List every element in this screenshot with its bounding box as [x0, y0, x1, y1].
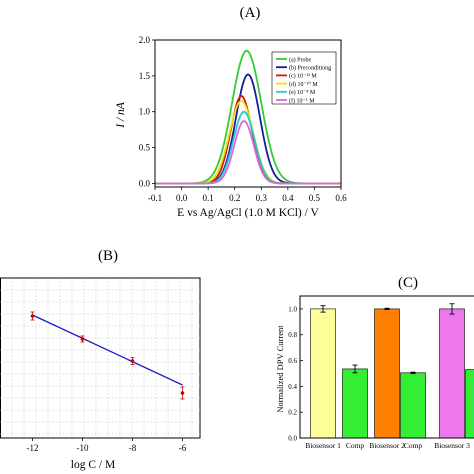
panel-c-y-axis-label: Normalized DPV Current: [275, 325, 285, 413]
panel-c-bar-4: [400, 372, 426, 439]
panel-a-legend-entry-a: (a) Probe: [289, 56, 311, 63]
panel-c-y-tick-label: 0.6: [288, 357, 297, 365]
panel-c-y-tick-label: 0.4: [288, 383, 297, 391]
panel-a-x-tick-label: 0.5: [309, 193, 321, 203]
panel-a-y-tick-label: 2.0: [139, 35, 151, 45]
panel-a-x-tick-label: 0.1: [203, 193, 214, 203]
panel-b-data-point: [80, 337, 85, 341]
panel-a-x-tick-label: -0.1: [148, 193, 162, 203]
panel-b-fit-line: [32, 314, 183, 386]
panel-a-series-e-line: [155, 110, 341, 185]
panel-c-bar-6: [465, 369, 474, 439]
panel-b-x-tick-label: -8: [129, 443, 137, 453]
panel-b-x-tick-label: -10: [77, 443, 89, 453]
panel-c-plot-frame: [299, 295, 474, 439]
panel-b-x-axis-label: log C / M: [71, 459, 115, 471]
panel-c-label: (C): [398, 275, 418, 291]
panel-c-bar-2: [342, 368, 368, 439]
panel-a-legend-entry-d: (d) 10⁻¹⁰ M: [289, 81, 318, 88]
panel-a-x-tick-label: 0.0: [176, 193, 188, 203]
panel-a-x-axis-label: E vs Ag/AgCl (1.0 M KCl) / V: [177, 207, 319, 219]
panel-a: (A) -0.1 0.0 0.1 0.2 0.3 0.4 0.5 0.6 0.0 0.5 1.0 1…: [115, 5, 347, 219]
panel-b-data-point: [180, 391, 185, 395]
panel-b-x-tick-label: -12: [27, 443, 39, 453]
panel-a-y-tick-label: 1.0: [139, 107, 151, 117]
panel-a-legend-entry-e: (e) 10⁻⁸ M: [289, 89, 316, 96]
panel-a-plot-frame: [154, 39, 342, 188]
panel-a-y-tick-label: 1.5: [139, 71, 151, 81]
panel-a-legend-entry-b: (b) Preconditiong: [289, 65, 331, 72]
panel-a-y-axis-label: I / nA: [115, 101, 127, 129]
panel-a-legend-entry-c: (c) 10⁻¹² M: [289, 73, 317, 80]
panel-a-x-tick-label: 0.4: [282, 193, 294, 203]
panel-c-x-tick-label: Comp: [346, 441, 365, 450]
panel-b-label: (B): [98, 248, 118, 264]
panel-b-plot-frame: [0, 277, 201, 439]
panel-c-bar-5: [439, 308, 465, 439]
panel-a-x-tick-label: 0.3: [256, 193, 268, 203]
panel-a-y-tick-label: 0.5: [139, 143, 151, 153]
panel-c: (C) 0.00.20.40.60.81.0 Biosensor 1 Comp Bi…: [275, 275, 474, 450]
panel-c-y-tick-label: 1.0: [288, 305, 297, 313]
panel-a-y-tick-label: 0.0: [139, 178, 151, 188]
panel-a-legend-box: [271, 51, 337, 105]
panel-a-label: (A): [240, 5, 261, 21]
panel-b: (B) -12 -10 -8 -6 log C / M: [0, 248, 201, 471]
panel-c-x-tick-label: Biosensor 3: [434, 441, 470, 450]
panel-a-legend-entry-f: (f) 10⁻⁶ M: [289, 97, 315, 104]
panel-c-x-tick-label: Comp: [404, 441, 423, 450]
panel-c-y-tick-label: 0.8: [288, 331, 297, 339]
panel-c-bar-1: [310, 308, 336, 439]
panel-a-series-d-line: [155, 99, 341, 185]
panel-a-x-tick-label: 0.6: [335, 193, 347, 203]
panel-c-x-tick-label: Biosensor 2: [369, 441, 405, 450]
panel-c-y-tick-label: 0.2: [288, 409, 297, 417]
panel-b-data-point: [130, 359, 135, 363]
panel-a-legend: (a) Probe (b) Preconditiong(c) 10⁻¹² M(d)…: [271, 51, 337, 105]
panel-a-x-tick-label: 0.2: [229, 193, 240, 203]
panel-c-y-tick-label: 0.0: [288, 435, 297, 443]
panel-c-bar-3: [374, 308, 400, 439]
panel-b-x-tick-label: -6: [179, 443, 187, 453]
panel-a-series-f-line: [155, 120, 341, 185]
panel-c-x-tick-label: Biosensor 1: [305, 441, 341, 450]
panel-a-series-c-line: [155, 94, 341, 185]
panel-b-data-point: [30, 314, 35, 318]
